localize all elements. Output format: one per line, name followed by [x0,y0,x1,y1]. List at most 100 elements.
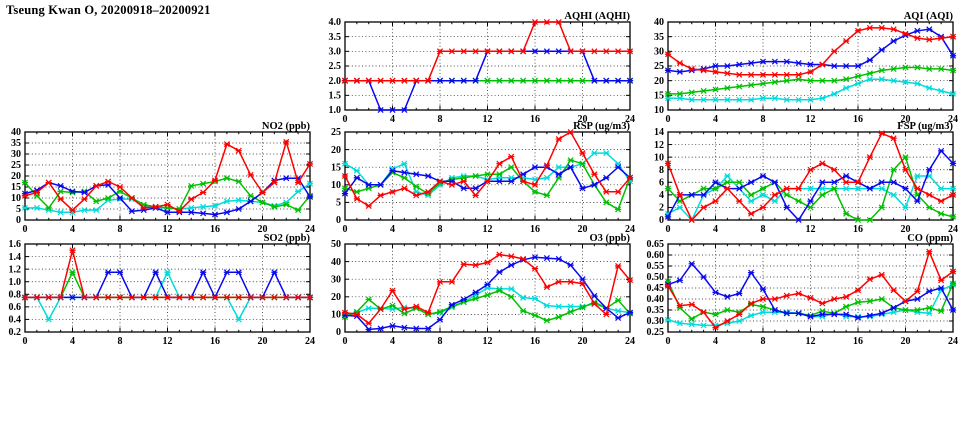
x-tick-label: 24 [625,224,635,235]
y-tick-label: 40 [331,257,341,268]
x-tick-label: 16 [853,336,863,347]
y-tick-label: 35 [654,32,664,43]
y-tick-label: 25 [331,127,341,138]
x-tick-label: 0 [666,114,671,125]
x-tick-label: 20 [578,114,588,125]
series-markers-red [341,18,634,84]
y-tick-label: 0.65 [647,239,665,250]
x-tick-label: 8 [761,114,766,125]
series-line-blue [667,149,954,222]
y-tick-label: 0.6 [9,302,22,313]
series-markers-red [341,251,634,327]
chart-title: AQHI (AQHI) [564,11,630,22]
y-tick-label: 1.5 [329,91,342,102]
series-markers-red [664,24,957,78]
y-tick-label: 15 [654,91,664,102]
y-tick-label: 0 [336,215,341,226]
chart-title: CO (ppm) [907,233,953,244]
y-tick-label: 1.0 [329,105,342,116]
x-tick-label: 4 [390,114,395,125]
y-tick-label: 10 [331,310,341,321]
y-tick-label: 15 [331,162,341,173]
x-tick-label: 12 [483,114,493,125]
x-tick-label: 12 [806,114,816,125]
chart-rsp: 0 5 10 15 20 25 0 4 8 12 16 20 24 RSP (ug/m3) [305,120,635,242]
y-tick-label: 35 [11,138,21,149]
chart-title: NO2 (ppb) [262,121,311,132]
rsp-plot: 0 5 10 15 20 25 0 4 8 12 16 20 24 RSP (ug/m3) [331,121,635,235]
chart-aqhi: 1.0 1.5 2.0 2.5 3.0 3.5 4.0 0 4 8 12 16 20 24 AQHI (AQ… [305,10,636,132]
page-title: Tseung Kwan O, 20200918–20200921 [6,3,211,17]
x-tick-label: 20 [901,224,911,235]
y-tick-label: 25 [654,61,664,72]
y-tick-label: 10 [654,105,664,116]
y-tick-label: 8 [659,165,664,176]
x-tick-label: 16 [210,336,220,347]
x-tick-label: 4 [390,336,395,347]
x-tick-label: 16 [530,114,540,125]
y-tick-label: 10 [331,180,341,191]
x-tick-label: 20 [578,336,588,347]
y-tick-label: 40 [11,127,21,138]
y-tick-label: 3.0 [329,47,342,58]
chart-title: AQI (AQI) [904,11,954,22]
y-tick-label: 20 [11,171,21,182]
chart-aqi: 10 15 20 25 30 35 40 0 4 8 12 16 20 24 AQI (AQI) [628,10,958,132]
x-tick-label: 24 [948,336,958,347]
y-tick-label: 30 [654,47,664,58]
y-tick-label: 0.60 [647,250,665,261]
so2-plot: 0.20.4 0.6 0.81.0 1.21.4 1.6 0 4 8 12 16 20 24 SO2 (… [9,233,316,347]
y-tick-label: 2.0 [329,76,342,87]
x-tick-label: 12 [483,224,493,235]
x-tick-label: 0 [666,336,671,347]
y-tick-label: 1.2 [9,264,22,275]
x-tick-label: 20 [578,224,588,235]
x-tick-label: 0 [23,224,28,235]
y-tick-label: 4 [659,190,664,201]
chart-o3: 0 10 20 30 40 50 0 4 8 12 16 20 24 O3 (ppb) [305,232,635,354]
series-markers-blue [341,254,634,333]
x-tick-label: 16 [210,224,220,235]
x-tick-label: 12 [163,224,173,235]
y-tick-label: 0 [16,215,21,226]
y-tick-label: 0.30 [647,316,665,327]
x-tick-label: 8 [761,336,766,347]
y-tick-label: 0.2 [9,327,22,338]
x-tick-label: 20 [258,336,268,347]
aqhi-plot: 1.0 1.5 2.0 2.5 3.0 3.5 4.0 0 4 8 12 16 20 24 AQHI (AQ… [329,11,636,125]
series-markers-red [341,128,634,209]
y-tick-label: 20 [331,145,341,156]
y-tick-label: 25 [11,160,21,171]
y-tick-label: 20 [331,292,341,303]
y-tick-label: 6 [659,177,664,188]
y-tick-label: 3.5 [329,32,342,43]
x-tick-label: 0 [343,224,348,235]
y-tick-label: 2 [659,203,664,214]
x-tick-label: 8 [118,224,123,235]
x-tick-label: 4 [70,224,75,235]
x-tick-label: 16 [853,224,863,235]
series-markers-blue [664,260,957,321]
x-tick-label: 20 [901,114,911,125]
o3-plot: 0 10 20 30 40 50 0 4 8 12 16 20 24 O3 (ppb) [331,233,635,347]
x-tick-label: 20 [258,224,268,235]
x-tick-label: 12 [806,336,816,347]
x-tick-label: 24 [948,224,958,235]
series-markers-red [664,130,957,224]
y-tick-label: 0.4 [9,315,22,326]
y-tick-label: 10 [11,193,21,204]
x-tick-label: 4 [713,114,718,125]
y-tick-label: 15 [11,182,21,193]
y-tick-label: 0.45 [647,283,665,294]
y-tick-label: 0 [659,215,664,226]
x-tick-label: 4 [713,224,718,235]
aqi-plot: 10 15 20 25 30 35 40 0 4 8 12 16 20 24 AQI (AQI) [654,11,958,125]
chart-title: SO2 (ppb) [264,233,311,244]
x-tick-label: 24 [625,336,635,347]
y-tick-label: 5 [16,204,21,215]
y-tick-label: 0.8 [9,289,22,300]
x-tick-label: 12 [483,336,493,347]
x-tick-label: 24 [625,114,635,125]
